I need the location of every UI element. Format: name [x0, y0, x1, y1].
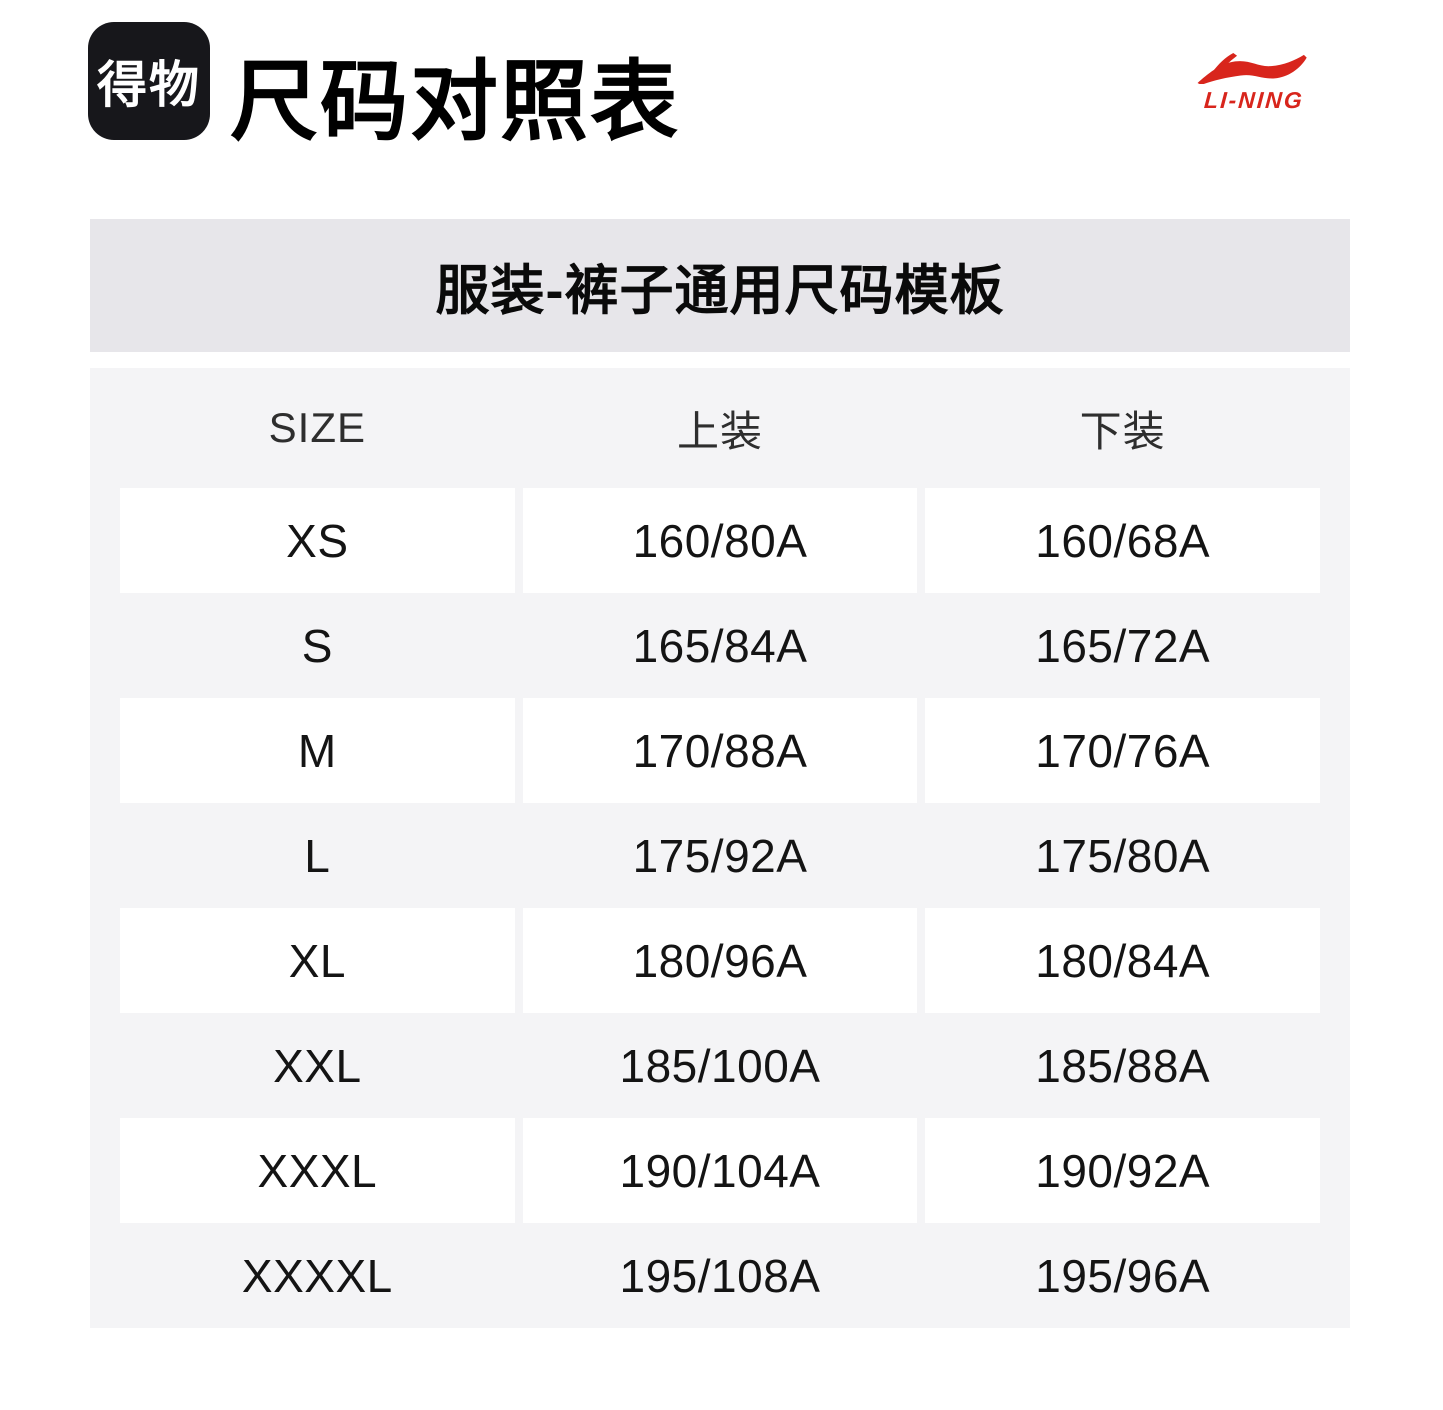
bottom-cell: 195/96A	[1035, 1249, 1211, 1302]
bottom-cell: 175/80A	[1035, 829, 1211, 882]
bottom-cell: 160/68A	[925, 488, 1321, 593]
size-cell: S	[301, 619, 333, 672]
column-header-size: SIZE	[268, 404, 367, 451]
lining-brand-logo: LI-NING	[1193, 52, 1315, 114]
table-row: XXXL 190/104A 190/92A	[120, 1118, 1321, 1223]
top-cell: 175/92A	[632, 829, 808, 882]
top-cell: 170/88A	[522, 698, 918, 803]
size-cell: L	[304, 829, 331, 882]
size-table: SIZE 上装 下装 XS 160/80A 160/68A S 165/84A …	[90, 368, 1350, 1328]
column-header-top: 上装	[677, 407, 764, 455]
top-cell: 185/100A	[619, 1039, 821, 1092]
size-table-header: SIZE 上装 下装	[120, 368, 1320, 488]
table-row: M 170/88A 170/76A	[120, 698, 1321, 803]
size-cell: XXXL	[120, 1118, 515, 1223]
table-row: XL 180/96A 180/84A	[120, 908, 1321, 1013]
top-cell: 165/84A	[632, 619, 808, 672]
bottom-cell: 170/76A	[925, 698, 1321, 803]
table-row: L 175/92A 175/80A	[120, 803, 1320, 908]
template-banner-title: 服装-裤子通用尺码模板	[435, 261, 1005, 321]
lining-swoosh-icon	[1197, 52, 1307, 84]
page-title: 尺码对照表	[230, 52, 681, 151]
top-cell: 195/108A	[619, 1249, 821, 1302]
size-cell: XXXXL	[241, 1249, 393, 1302]
dewu-app-logo: 得物	[88, 22, 210, 140]
table-row: S 165/84A 165/72A	[120, 593, 1320, 698]
lining-wordmark: LI-NING	[1203, 87, 1305, 113]
template-banner: 服装-裤子通用尺码模板	[90, 219, 1350, 352]
dewu-logo-text: 得物	[97, 57, 201, 113]
bottom-cell: 190/92A	[925, 1118, 1321, 1223]
bottom-cell: 165/72A	[1035, 619, 1211, 672]
column-header-bottom: 下装	[1079, 407, 1166, 455]
size-cell: XS	[120, 488, 515, 593]
top-cell: 160/80A	[522, 488, 918, 593]
size-cell: M	[120, 698, 515, 803]
table-row: XXL 185/100A 185/88A	[120, 1013, 1320, 1118]
table-row: XXXXL 195/108A 195/96A	[120, 1223, 1320, 1328]
bottom-cell: 180/84A	[925, 908, 1321, 1013]
size-cell: XXL	[273, 1039, 362, 1092]
size-cell: XL	[120, 908, 515, 1013]
top-cell: 190/104A	[522, 1118, 918, 1223]
table-row: XS 160/80A 160/68A	[120, 488, 1321, 593]
top-cell: 180/96A	[522, 908, 918, 1013]
header: 得物 尺码对照表 LI-NING	[0, 0, 1443, 219]
bottom-cell: 185/88A	[1035, 1039, 1211, 1092]
